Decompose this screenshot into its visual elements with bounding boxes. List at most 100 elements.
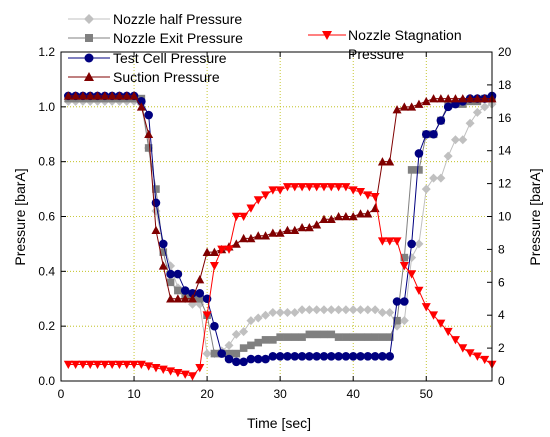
nozzle-half-pressure-point [275,307,285,317]
y-left-tick-label: 0.2 [38,319,55,333]
test-cell-pressure-point [341,352,351,361]
test-cell-pressure-point [224,354,234,364]
test-cell-pressure-point [290,352,300,361]
series-nozzle-stagnation-pressure [63,183,497,381]
suction-pressure-point [363,209,373,218]
test-cell-pressure-point [151,198,161,208]
nozzle-half-pressure-point [334,305,344,315]
nozzle-stagnation-pressure-point [348,186,358,195]
test-cell-pressure-point [429,129,438,139]
suction-pressure-point [443,94,453,103]
y-left-tick-label: 0.6 [38,210,55,224]
nozzle-stagnation-pressure-point [465,349,475,358]
y-right-tick-label: 2 [498,341,505,355]
nozzle-stagnation-pressure-point [239,212,249,221]
nozzle-stagnation-pressure-point [261,191,271,200]
nozzle-exit-pressure-point [320,330,328,339]
nozzle-stagnation-pressure-point [231,212,241,221]
suction-pressure-point [458,94,468,103]
test-cell-pressure-point [239,357,248,367]
nozzle-stagnation-pressure-point [399,262,409,271]
x-tick-label: 30 [273,387,287,401]
y-axis-left-title: Pressure [barA] [12,168,28,265]
nozzle-half-pressure-point [261,310,271,320]
test-cell-pressure-point [443,102,453,112]
suction-pressure-point [180,294,190,303]
test-cell-pressure-point [363,352,373,361]
nozzle-exit-pressure-point [393,316,401,325]
suction-pressure-point [282,225,292,235]
nozzle-exit-pressure-point [298,333,306,341]
test-cell-pressure-point [173,269,183,279]
y-right-tick-label: 18 [498,78,512,92]
series-layer [63,91,497,381]
nozzle-stagnation-pressure-point [421,303,431,312]
suction-pressure-point [392,105,402,114]
nozzle-stagnation-pressure-point [472,352,482,361]
nozzle-stagnation-pressure-point [407,270,417,279]
test-cell-pressure-point [188,288,197,298]
suction-pressure-point [334,212,344,221]
nozzle-stagnation-pressure-point [480,355,490,365]
nozzle-stagnation-pressure-point [297,183,307,192]
nozzle-exit-pressure-point [378,333,387,341]
test-cell-pressure-point [334,352,343,361]
nozzle-half-pressure-point [239,327,249,337]
test-cell-pressure-point [275,352,285,361]
nozzle-exit-pressure-point [290,333,299,341]
nozzle-stagnation-pressure-point [275,186,285,195]
y-right-tick-label: 20 [498,45,512,59]
suction-pressure-point [341,212,351,221]
nozzle-stagnation-pressure-point [319,183,329,192]
nozzle-stagnation-pressure-point [385,237,395,246]
suction-pressure-point [290,225,300,235]
y-left-tick-label: 1.2 [38,45,55,59]
test-cell-pressure-point [246,354,256,364]
x-tick-label: 20 [200,387,214,401]
suction-pressure-point [114,91,124,100]
nozzle-exit-pressure-point [334,333,343,341]
grid [61,52,492,381]
y-left-tick-label: 1.0 [38,100,55,114]
nozzle-exit-pressure-point [327,330,336,339]
nozzle-stagnation-pressure-point [151,364,161,373]
nozzle-exit-pressure-point [239,344,248,352]
legend-label: Test Cell Pressure [113,50,227,66]
test-cell-pressure-point [400,297,409,306]
nozzle-stagnation-pressure-point [195,364,205,373]
nozzle-half-pressure-point [348,305,358,315]
test-cell-pressure-point [436,116,446,125]
suction-pressure-point [144,129,154,139]
nozzle-stagnation-pressure-point [144,362,154,371]
nozzle-stagnation-pressure-point [458,344,468,353]
legend-right: Nozzle Stagnation Pressure [308,27,462,62]
nozzle-stagnation-pressure-point [187,372,197,381]
nozzle-stagnation-pressure-point [100,360,110,370]
legend-marker-circle [84,53,94,63]
nozzle-stagnation-pressure-point [377,237,387,246]
test-cell-pressure-point [166,269,175,279]
suction-pressure-point [261,231,271,240]
nozzle-exit-pressure-point [305,330,314,339]
suction-pressure-point [122,91,132,100]
legend-entry-suction: Suction Pressure [68,69,220,85]
x-tick-label: 50 [420,387,434,401]
test-cell-pressure-point [261,354,270,364]
test-cell-pressure-point [297,352,307,361]
nozzle-half-pressure-point [363,305,373,315]
suction-pressure-point [158,261,168,270]
y-right-tick-label: 6 [498,275,505,289]
suction-pressure-point [326,214,336,224]
suction-pressure-point [399,102,409,111]
nozzle-stagnation-pressure-point [253,196,263,205]
suction-pressure-point [297,222,307,232]
nozzle-exit-pressure-point [356,333,365,341]
nozzle-stagnation-pressure-point [122,360,132,370]
test-cell-pressure-point [421,129,431,139]
suction-pressure-point [275,228,285,237]
suction-pressure-point [385,157,395,166]
nozzle-exit-pressure-point [276,333,284,341]
legend-label: Nozzle Exit Pressure [113,30,243,46]
nozzle-exit-pressure-point [174,286,182,295]
